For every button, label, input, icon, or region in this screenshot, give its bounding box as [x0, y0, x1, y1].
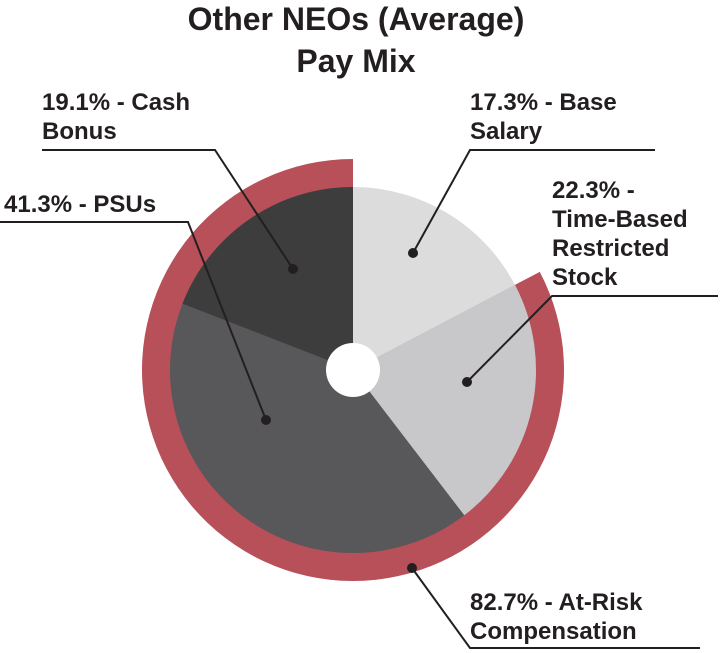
cash-bonus-leader-dot [288, 264, 298, 274]
chart-title-line-1: Other NEOs (Average) [188, 1, 525, 37]
psus-label: 41.3% - PSUs [4, 191, 156, 218]
time-based-stock-label: Time-Based [552, 206, 688, 233]
cash-bonus-leader-line [42, 149, 294, 270]
base-salary-label: Salary [470, 118, 543, 145]
time-based-stock-leader-line [466, 295, 718, 383]
chart-title-line-2: Pay Mix [296, 43, 415, 79]
at-risk-leader-line [411, 567, 700, 649]
psus-leader-line [0, 221, 267, 421]
base-salary-leader-dot [408, 248, 418, 258]
base-salary-leader-line [412, 149, 655, 254]
slice-cash-bonus [182, 187, 353, 370]
psus-leader-dot [261, 415, 271, 425]
slice-psus [170, 303, 465, 553]
time-based-stock-label: Restricted [552, 235, 669, 262]
time-based-stock-leader-dot [462, 377, 472, 387]
cash-bonus-label: Bonus [42, 118, 117, 145]
at-risk-label: Compensation [470, 618, 637, 645]
at-risk-leader-dot [407, 563, 417, 573]
slice-base-salary [353, 187, 515, 370]
center-hole [326, 343, 380, 397]
slice-time-based-stock [353, 284, 536, 516]
base-salary-label: 17.3% - Base [470, 89, 617, 116]
time-based-stock-label: Stock [552, 264, 618, 291]
time-based-stock-label: 22.3% - [552, 177, 635, 204]
at-risk-label: 82.7% - At-Risk [470, 589, 643, 616]
cash-bonus-label: 19.1% - Cash [42, 89, 190, 116]
